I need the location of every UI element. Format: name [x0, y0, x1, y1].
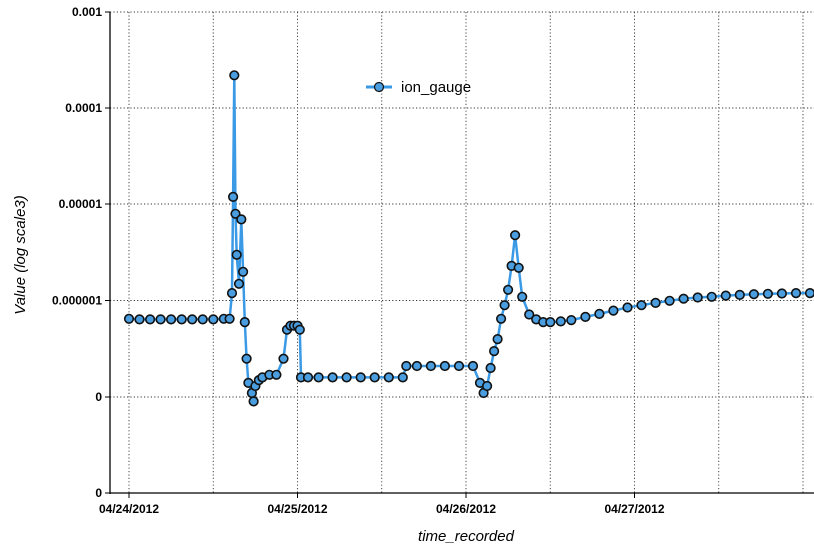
- data-point: [636, 300, 647, 311]
- data-point: [467, 360, 479, 372]
- data-point: [401, 360, 412, 372]
- data-point: [155, 314, 166, 325]
- data-point: [197, 314, 208, 325]
- data-point: [513, 262, 524, 273]
- series-ion-gauge: [123, 70, 814, 407]
- data-point: [241, 353, 252, 364]
- data-point: [187, 314, 198, 325]
- data-point: [517, 291, 528, 302]
- data-point: [226, 288, 238, 299]
- x-axis-title: time_recorded: [418, 528, 515, 545]
- data-point: [453, 360, 465, 372]
- data-point: [238, 266, 249, 277]
- data-point: [608, 305, 619, 316]
- data-point: [239, 317, 250, 328]
- data-point: [145, 314, 156, 325]
- data-point: [294, 324, 305, 335]
- y-tick-label: 0.0001: [65, 101, 102, 115]
- data-point: [176, 314, 187, 325]
- series-line: [128, 74, 814, 403]
- data-point: [369, 372, 380, 383]
- data-point: [555, 316, 566, 327]
- axis-ticks: 0 0 0.000001 0.00001 0.0001 0.001 04/24/2012 04…: [52, 5, 665, 516]
- data-point: [622, 302, 633, 313]
- data-point: [313, 372, 324, 383]
- y-tick-label: 0: [95, 390, 102, 404]
- data-point: [231, 249, 242, 260]
- y-tick-label: 0.001: [72, 5, 102, 19]
- data-point: [236, 214, 247, 225]
- data-point: [748, 289, 760, 300]
- data-point: [509, 230, 521, 241]
- x-tick-label: 04/24/2012: [99, 502, 159, 516]
- x-tick-label: 04/27/2012: [604, 502, 664, 516]
- data-point: [566, 315, 577, 326]
- y-tick-label: 0.00001: [59, 197, 103, 211]
- data-point: [804, 288, 814, 299]
- data-point: [503, 284, 514, 295]
- data-point: [692, 292, 703, 303]
- data-point: [545, 317, 556, 328]
- plot-frame: [109, 12, 814, 494]
- data-point: [650, 297, 661, 309]
- data-point: [664, 295, 675, 306]
- data-point: [790, 288, 802, 299]
- data-point: [482, 380, 493, 392]
- data-point: [123, 313, 135, 324]
- data-point: [485, 362, 496, 374]
- y-tick-label: 0: [95, 486, 102, 500]
- data-point: [271, 369, 282, 380]
- x-tick-label: 04/25/2012: [267, 502, 327, 516]
- data-point: [706, 291, 717, 302]
- data-point: [229, 70, 240, 81]
- data-point: [678, 293, 689, 304]
- data-point: [499, 300, 510, 311]
- legend: ion_gauge: [366, 79, 471, 96]
- data-point: [397, 372, 408, 383]
- y-axis-title: Value (log scale3): [12, 195, 29, 315]
- data-point: [224, 313, 235, 324]
- data-point: [762, 288, 774, 299]
- data-point: [411, 360, 423, 372]
- data-point: [327, 372, 338, 383]
- data-point: [134, 314, 145, 325]
- data-point: [496, 313, 507, 324]
- x-tick-label: 04/26/2012: [436, 502, 496, 516]
- data-point: [341, 372, 352, 383]
- data-point: [594, 308, 605, 320]
- data-point: [492, 334, 503, 345]
- data-point: [734, 289, 745, 301]
- y-tick-label: 0.000001: [52, 294, 102, 308]
- data-point: [302, 372, 314, 383]
- data-point: [355, 372, 366, 383]
- data-point: [776, 288, 788, 299]
- data-point: [166, 314, 177, 325]
- data-point: [383, 372, 394, 383]
- data-point: [425, 360, 437, 372]
- data-point: [248, 396, 259, 407]
- legend-marker: [373, 81, 385, 93]
- data-point: [278, 353, 289, 364]
- legend-label: ion_gauge: [401, 79, 471, 96]
- data-point: [228, 191, 239, 202]
- data-point: [580, 311, 591, 323]
- data-point: [720, 290, 731, 301]
- data-point: [439, 360, 451, 372]
- data-point: [233, 278, 245, 289]
- data-point: [208, 314, 219, 325]
- data-point: [524, 309, 535, 320]
- data-point: [489, 346, 500, 357]
